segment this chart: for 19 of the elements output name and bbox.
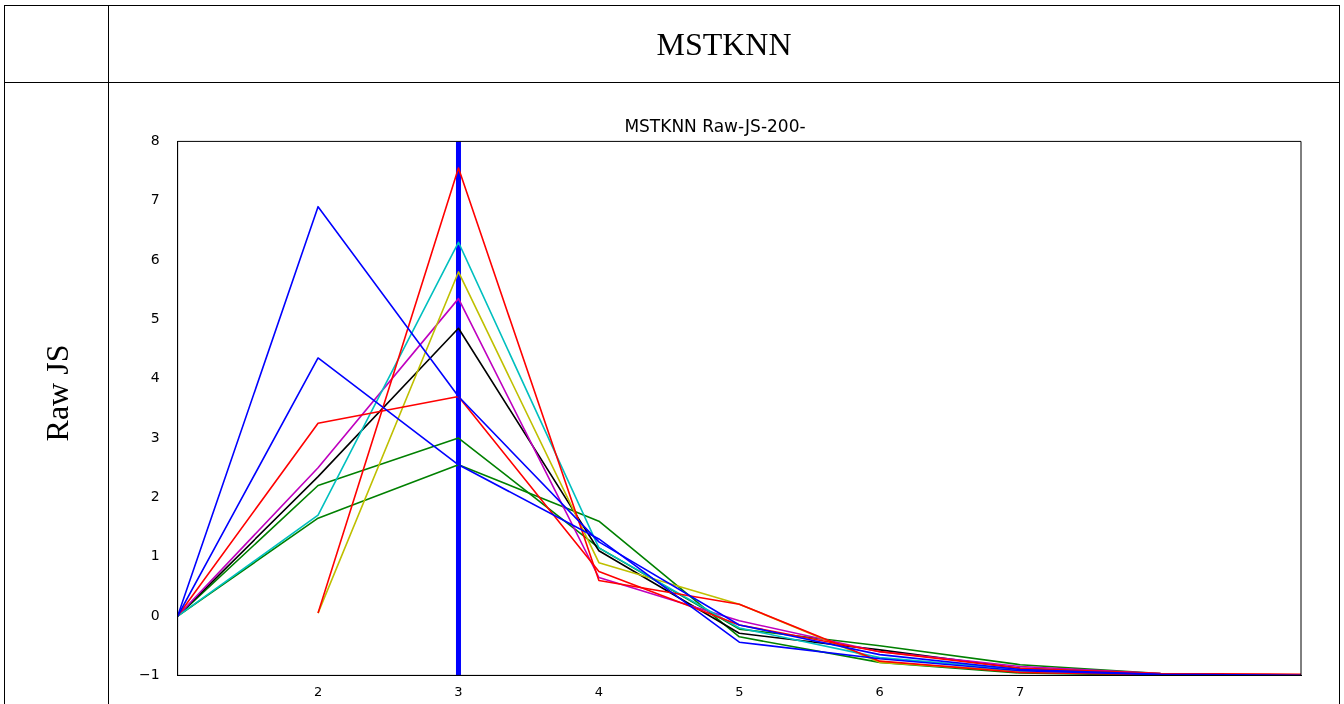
text: MSTKNN bbox=[656, 25, 792, 63]
x-tick-label: 7 bbox=[1016, 683, 1025, 699]
chart-title: MSTKNN Raw-JS-200- bbox=[624, 115, 806, 136]
x-tick-label: 4 bbox=[594, 683, 604, 699]
x-tick-label: 6 bbox=[875, 683, 884, 699]
y-axis-title: Raw JS bbox=[38, 344, 76, 442]
y-tick-label: 3 bbox=[150, 428, 160, 445]
y-tick-label: 8 bbox=[150, 132, 160, 149]
x-tick-label: 2 bbox=[313, 683, 323, 699]
y-tick-label: 2 bbox=[150, 488, 160, 505]
x-tick-label: 5 bbox=[735, 683, 744, 699]
y-tick-label: 5 bbox=[150, 310, 160, 327]
y-tick-label: 7 bbox=[150, 191, 160, 208]
y-tick-label: 6 bbox=[150, 250, 160, 267]
y-tick-label: −1 bbox=[139, 666, 160, 683]
y-tick-label: 0 bbox=[150, 606, 160, 623]
y-tick-label: 1 bbox=[150, 547, 160, 564]
y-tick-label: 4 bbox=[150, 369, 160, 386]
x-tick-label: 3 bbox=[454, 683, 463, 699]
